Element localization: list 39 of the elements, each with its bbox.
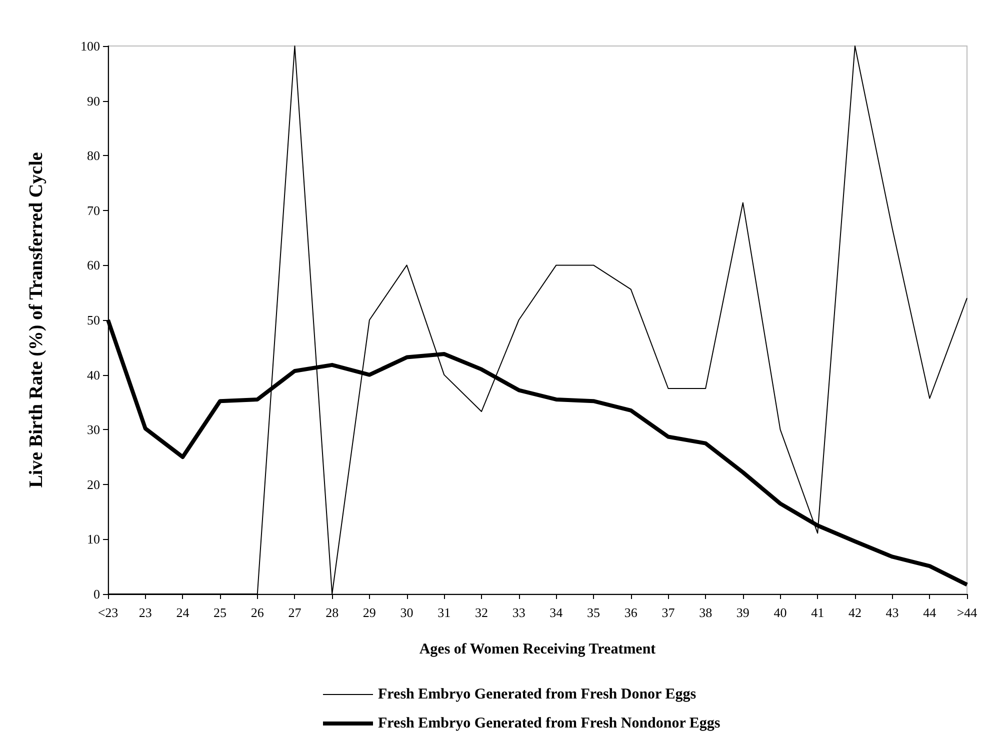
x-tick-label: 39 [736, 605, 750, 620]
x-tick-label: 26 [250, 605, 264, 620]
x-tick-label: 35 [587, 605, 600, 620]
x-tick-label: 38 [699, 605, 712, 620]
x-tick-label: 40 [774, 605, 787, 620]
x-tick-label: 30 [400, 605, 414, 620]
y-axis-title: Live Birth Rate (%) of Transferred Cycle [26, 152, 47, 488]
y-tick-label: 10 [87, 532, 100, 547]
x-tick-label: 44 [923, 605, 937, 620]
y-tick-label: 60 [87, 258, 100, 273]
x-tick-label: 32 [474, 605, 488, 620]
y-tick-label: 100 [80, 38, 100, 54]
x-tick-label: 31 [438, 605, 451, 620]
x-tick-label: 23 [138, 605, 152, 620]
y-tick-label: 90 [87, 93, 100, 108]
x-tick-label: 28 [326, 605, 339, 620]
y-tick-label: 0 [94, 586, 100, 602]
x-tick-label: 36 [624, 605, 638, 620]
x-tick-label: 33 [512, 605, 526, 620]
x-tick-label: 42 [848, 605, 862, 620]
y-tick-label: 30 [87, 422, 100, 438]
legend-label: Fresh Embryo Generated from Fresh Donor Eggs [378, 686, 696, 702]
x-tick-label: 41 [811, 605, 824, 620]
x-tick-label: 43 [886, 605, 899, 620]
legend-label: Fresh Embryo Generated from Fresh Nondonor Eggs [378, 716, 720, 732]
x-tick-label: 27 [288, 605, 302, 620]
x-tick-label: 24 [176, 605, 190, 620]
x-tick-label: 29 [362, 605, 376, 620]
x-axis-title: Ages of Women Receiving Treatment [419, 642, 656, 658]
x-tick-label: 34 [550, 605, 564, 620]
y-tick-label: 70 [87, 202, 100, 218]
x-tick-label: 37 [662, 605, 676, 620]
y-tick-label: 80 [87, 148, 100, 164]
x-tick-label: 25 [214, 605, 227, 620]
y-tick-label: 50 [87, 312, 100, 328]
x-tick-label: >44 [956, 605, 978, 620]
x-tick-label: <23 [98, 605, 118, 620]
y-tick-label: 40 [87, 367, 100, 382]
y-tick-label: 20 [87, 476, 100, 492]
